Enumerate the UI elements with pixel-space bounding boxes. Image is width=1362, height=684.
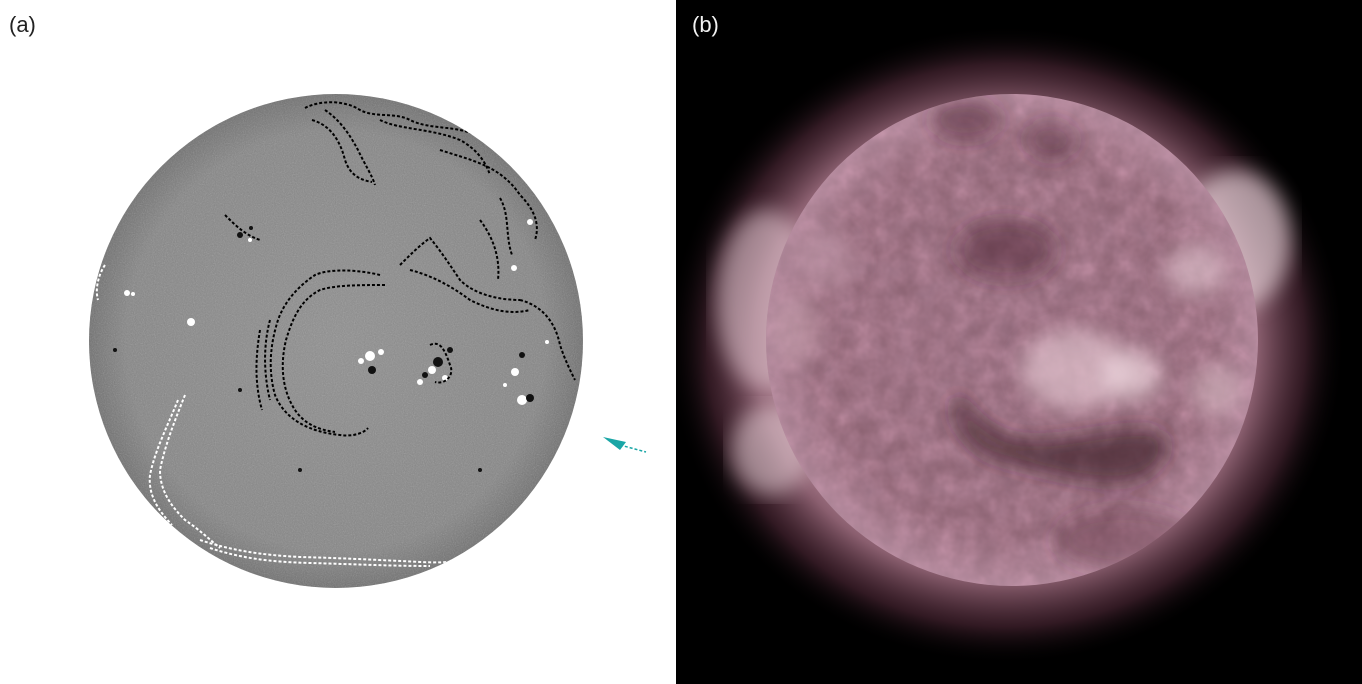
magnetic-features: [124, 219, 549, 405]
magnetogram-image: [89, 94, 647, 588]
active-regions: [771, 230, 1241, 415]
arrow-icon: [603, 437, 647, 453]
dark-contours: [224, 101, 576, 437]
panel-b: (b): [676, 0, 1362, 684]
panel-b-label: (b): [692, 12, 719, 37]
panel-a-label: (a): [9, 12, 36, 37]
euv-image: [676, 0, 1362, 684]
panel-a: (a): [0, 0, 676, 684]
light-contours: [95, 264, 466, 567]
